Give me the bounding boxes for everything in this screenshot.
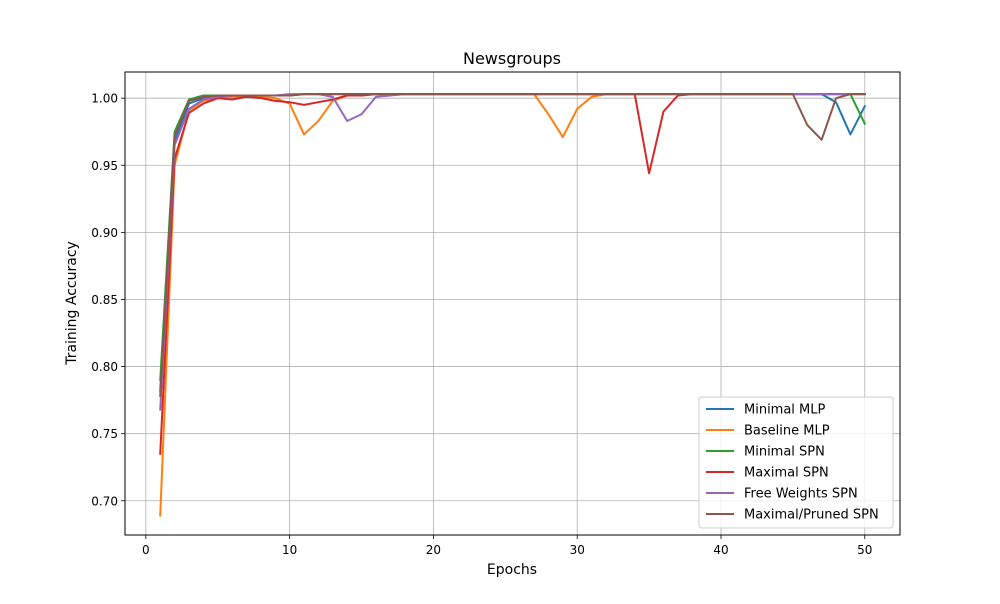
- y-tick-label: 0.70: [91, 494, 118, 508]
- x-axis-label: Epochs: [487, 562, 537, 578]
- y-tick-label: 0.85: [91, 293, 118, 307]
- y-tick-label: 1.00: [91, 92, 118, 106]
- series-lines: [159, 93, 867, 517]
- y-tick-label: 0.75: [91, 427, 118, 441]
- legend-item-minimal-spn: Minimal SPN: [706, 445, 825, 460]
- chart-legend: Minimal MLP Baseline MLP Minimal SPN Maxima…: [698, 396, 894, 529]
- legend-label: Minimal SPN: [744, 445, 825, 460]
- plot-area-frame: [124, 71, 901, 536]
- legend-label: Minimal MLP: [744, 403, 826, 418]
- legend-box: [698, 396, 894, 529]
- legend-item-maximal-pruned-spn: Maximal/Pruned SPN: [706, 508, 879, 523]
- x-tick-label: 50: [857, 543, 872, 557]
- y-tick-label: 0.90: [91, 226, 118, 240]
- chart-title: Newsgroups: [463, 49, 561, 68]
- legend-item-baseline-mlp: Baseline MLP: [706, 424, 830, 439]
- y-axis-label: Training Accuracy: [64, 241, 80, 366]
- x-tick-label: 20: [426, 543, 441, 557]
- legend-label: Maximal SPN: [744, 466, 829, 481]
- x-tick-label: 0: [142, 543, 150, 557]
- legend-label: Free Weights SPN: [744, 487, 858, 502]
- axis-ticks: 0 10 20 30 40 50 0.70 0.75 0.80 0.85 0.90 0.95 1.00: [91, 92, 872, 557]
- y-tick-label: 0.95: [91, 159, 118, 173]
- legend-item-minimal-mlp: Minimal MLP: [706, 403, 826, 418]
- legend-label: Baseline MLP: [744, 424, 830, 439]
- legend-item-free-weights-spn: Free Weights SPN: [706, 487, 858, 502]
- series-line-maximal-pruned-spn: [159, 93, 866, 398]
- y-tick-label: 0.80: [91, 360, 118, 374]
- legend-item-maximal-spn: Maximal SPN: [706, 466, 829, 481]
- x-tick-label: 40: [713, 543, 728, 557]
- legend-label: Maximal/Pruned SPN: [744, 508, 879, 523]
- x-tick-label: 30: [570, 543, 585, 557]
- x-tick-label: 10: [282, 543, 297, 557]
